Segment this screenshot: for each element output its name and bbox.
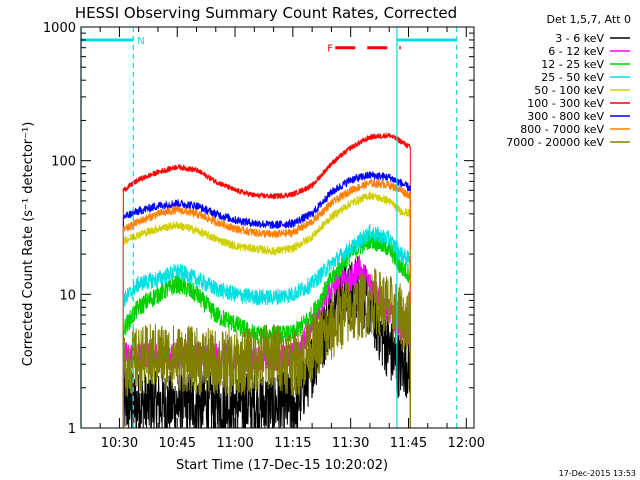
legend-label-8: 7000 - 20000 keV: [506, 136, 604, 149]
x-tick-label-2: 11:00: [216, 436, 253, 451]
x-tick-label-0: 10:30: [101, 436, 138, 451]
x-tick-label-6: 12:00: [448, 436, 485, 451]
series-line-7: [122, 178, 411, 429]
x-tick-label-4: 11:30: [332, 436, 369, 451]
chart-title: HESSI Observing Summary Count Rates, Cor…: [75, 4, 457, 22]
axes-layer: 1 10 100 1000 10:30 10:45 11:00 11:15 11:30 11:45…: [43, 21, 485, 451]
x-tick-label-5: 11:45: [390, 436, 427, 451]
series-line-8: [122, 268, 411, 429]
legend-label-1: 6 - 12 keV: [548, 45, 604, 58]
flag-bar-label-2: F: [327, 44, 333, 55]
data-layer: NF: [80, 27, 458, 429]
series-line-3: [122, 224, 411, 429]
legend-label-5: 100 - 300 keV: [527, 97, 604, 110]
x-tick-label-3: 11:15: [274, 436, 311, 451]
legend-label-4: 50 - 100 keV: [534, 84, 604, 97]
legend-label-6: 300 - 800 keV: [527, 110, 604, 123]
series-line-5: [122, 132, 411, 429]
footer-timestamp: 17-Dec-2015 13:53: [559, 469, 636, 478]
legend-label-2: 12 - 25 keV: [541, 58, 604, 71]
x-tick-label-1: 10:45: [159, 436, 196, 451]
y-tick-label-2: 100: [51, 155, 76, 170]
legend-label-7: 800 - 7000 keV: [520, 123, 604, 136]
y-tick-label-1: 10: [59, 288, 76, 303]
flag-bar-label-0: N: [137, 36, 144, 47]
y-axis-label: Corrected Count Rate (s⁻¹ detector⁻¹): [21, 122, 36, 367]
legend-label-0: 3 - 6 keV: [555, 32, 604, 45]
x-axis-label: Start Time (17-Dec-15 10:20:02): [176, 458, 388, 473]
y-tick-label-0: 1: [68, 422, 76, 437]
legend-title: Det 1,5,7, Att 0: [547, 13, 631, 26]
series-line-6: [122, 171, 411, 429]
plot-frame: [80, 26, 475, 429]
series-line-4: [122, 191, 411, 429]
y-tick-label-3: 1000: [43, 21, 76, 36]
legend-label-3: 25 - 50 keV: [541, 71, 604, 84]
